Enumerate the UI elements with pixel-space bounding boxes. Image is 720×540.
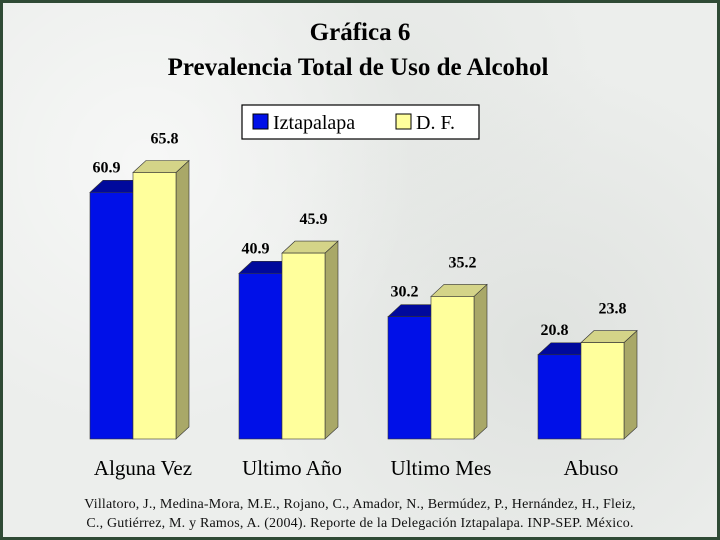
bar-df-2 (281, 240, 339, 440)
citation-line-1: Villatoro, J., Medina-Mora, M.E., Rojano… (84, 497, 636, 512)
value-labels-layer: 60.9 65.8 40.9 45.9 30.2 35.2 20.8 23.8 (93, 131, 627, 339)
bars-layer (89, 159, 638, 440)
bar-chart: Gráfica 6 Prevalencia Total de Uso de Al… (89, 19, 638, 480)
bar-df-1 (132, 159, 190, 440)
category-label-2: Ultimo Año (242, 456, 342, 480)
category-label-1: Alguna Vez (94, 456, 192, 480)
bar-iztapalapa-4 (537, 342, 595, 440)
legend: Iztapalapa D. F. (241, 104, 480, 140)
value-label-df-1: 65.8 (151, 131, 179, 148)
legend-swatch-df (395, 113, 412, 130)
bar-df-4 (580, 329, 638, 440)
value-label-df-3: 35.2 (449, 254, 477, 271)
value-label-iztapalapa-2: 40.9 (242, 240, 270, 257)
legend-label-iztapalapa: Iztapalapa (273, 112, 355, 134)
legend-box (241, 104, 480, 140)
value-label-iztapalapa-4: 20.8 (541, 322, 569, 339)
slide: Gráfica 6 Prevalencia Total de Uso de Al… (3, 3, 717, 537)
category-labels-layer: Alguna Vez Ultimo Año Ultimo Mes Abuso (94, 456, 619, 480)
value-label-iztapalapa-3: 30.2 (391, 284, 419, 301)
category-label-3: Ultimo Mes (391, 456, 492, 480)
bar-df-3 (430, 283, 488, 440)
legend-label-df: D. F. (416, 112, 455, 134)
chart-subtitle: Prevalencia Total de Uso de Alcohol (168, 54, 549, 81)
value-label-df-2: 45.9 (300, 211, 328, 228)
category-label-4: Abuso (564, 456, 619, 480)
value-label-df-4: 23.8 (599, 301, 627, 318)
citation-line-2: C., Gutiérrez, M. y Ramos, A. (2004). Re… (86, 516, 634, 531)
value-label-iztapalapa-1: 60.9 (93, 159, 121, 176)
source-citation: Villatoro, J., Medina-Mora, M.E., Rojano… (3, 495, 717, 533)
legend-swatch-iztapalapa (252, 113, 269, 130)
chart-title: Gráfica 6 (310, 19, 411, 46)
